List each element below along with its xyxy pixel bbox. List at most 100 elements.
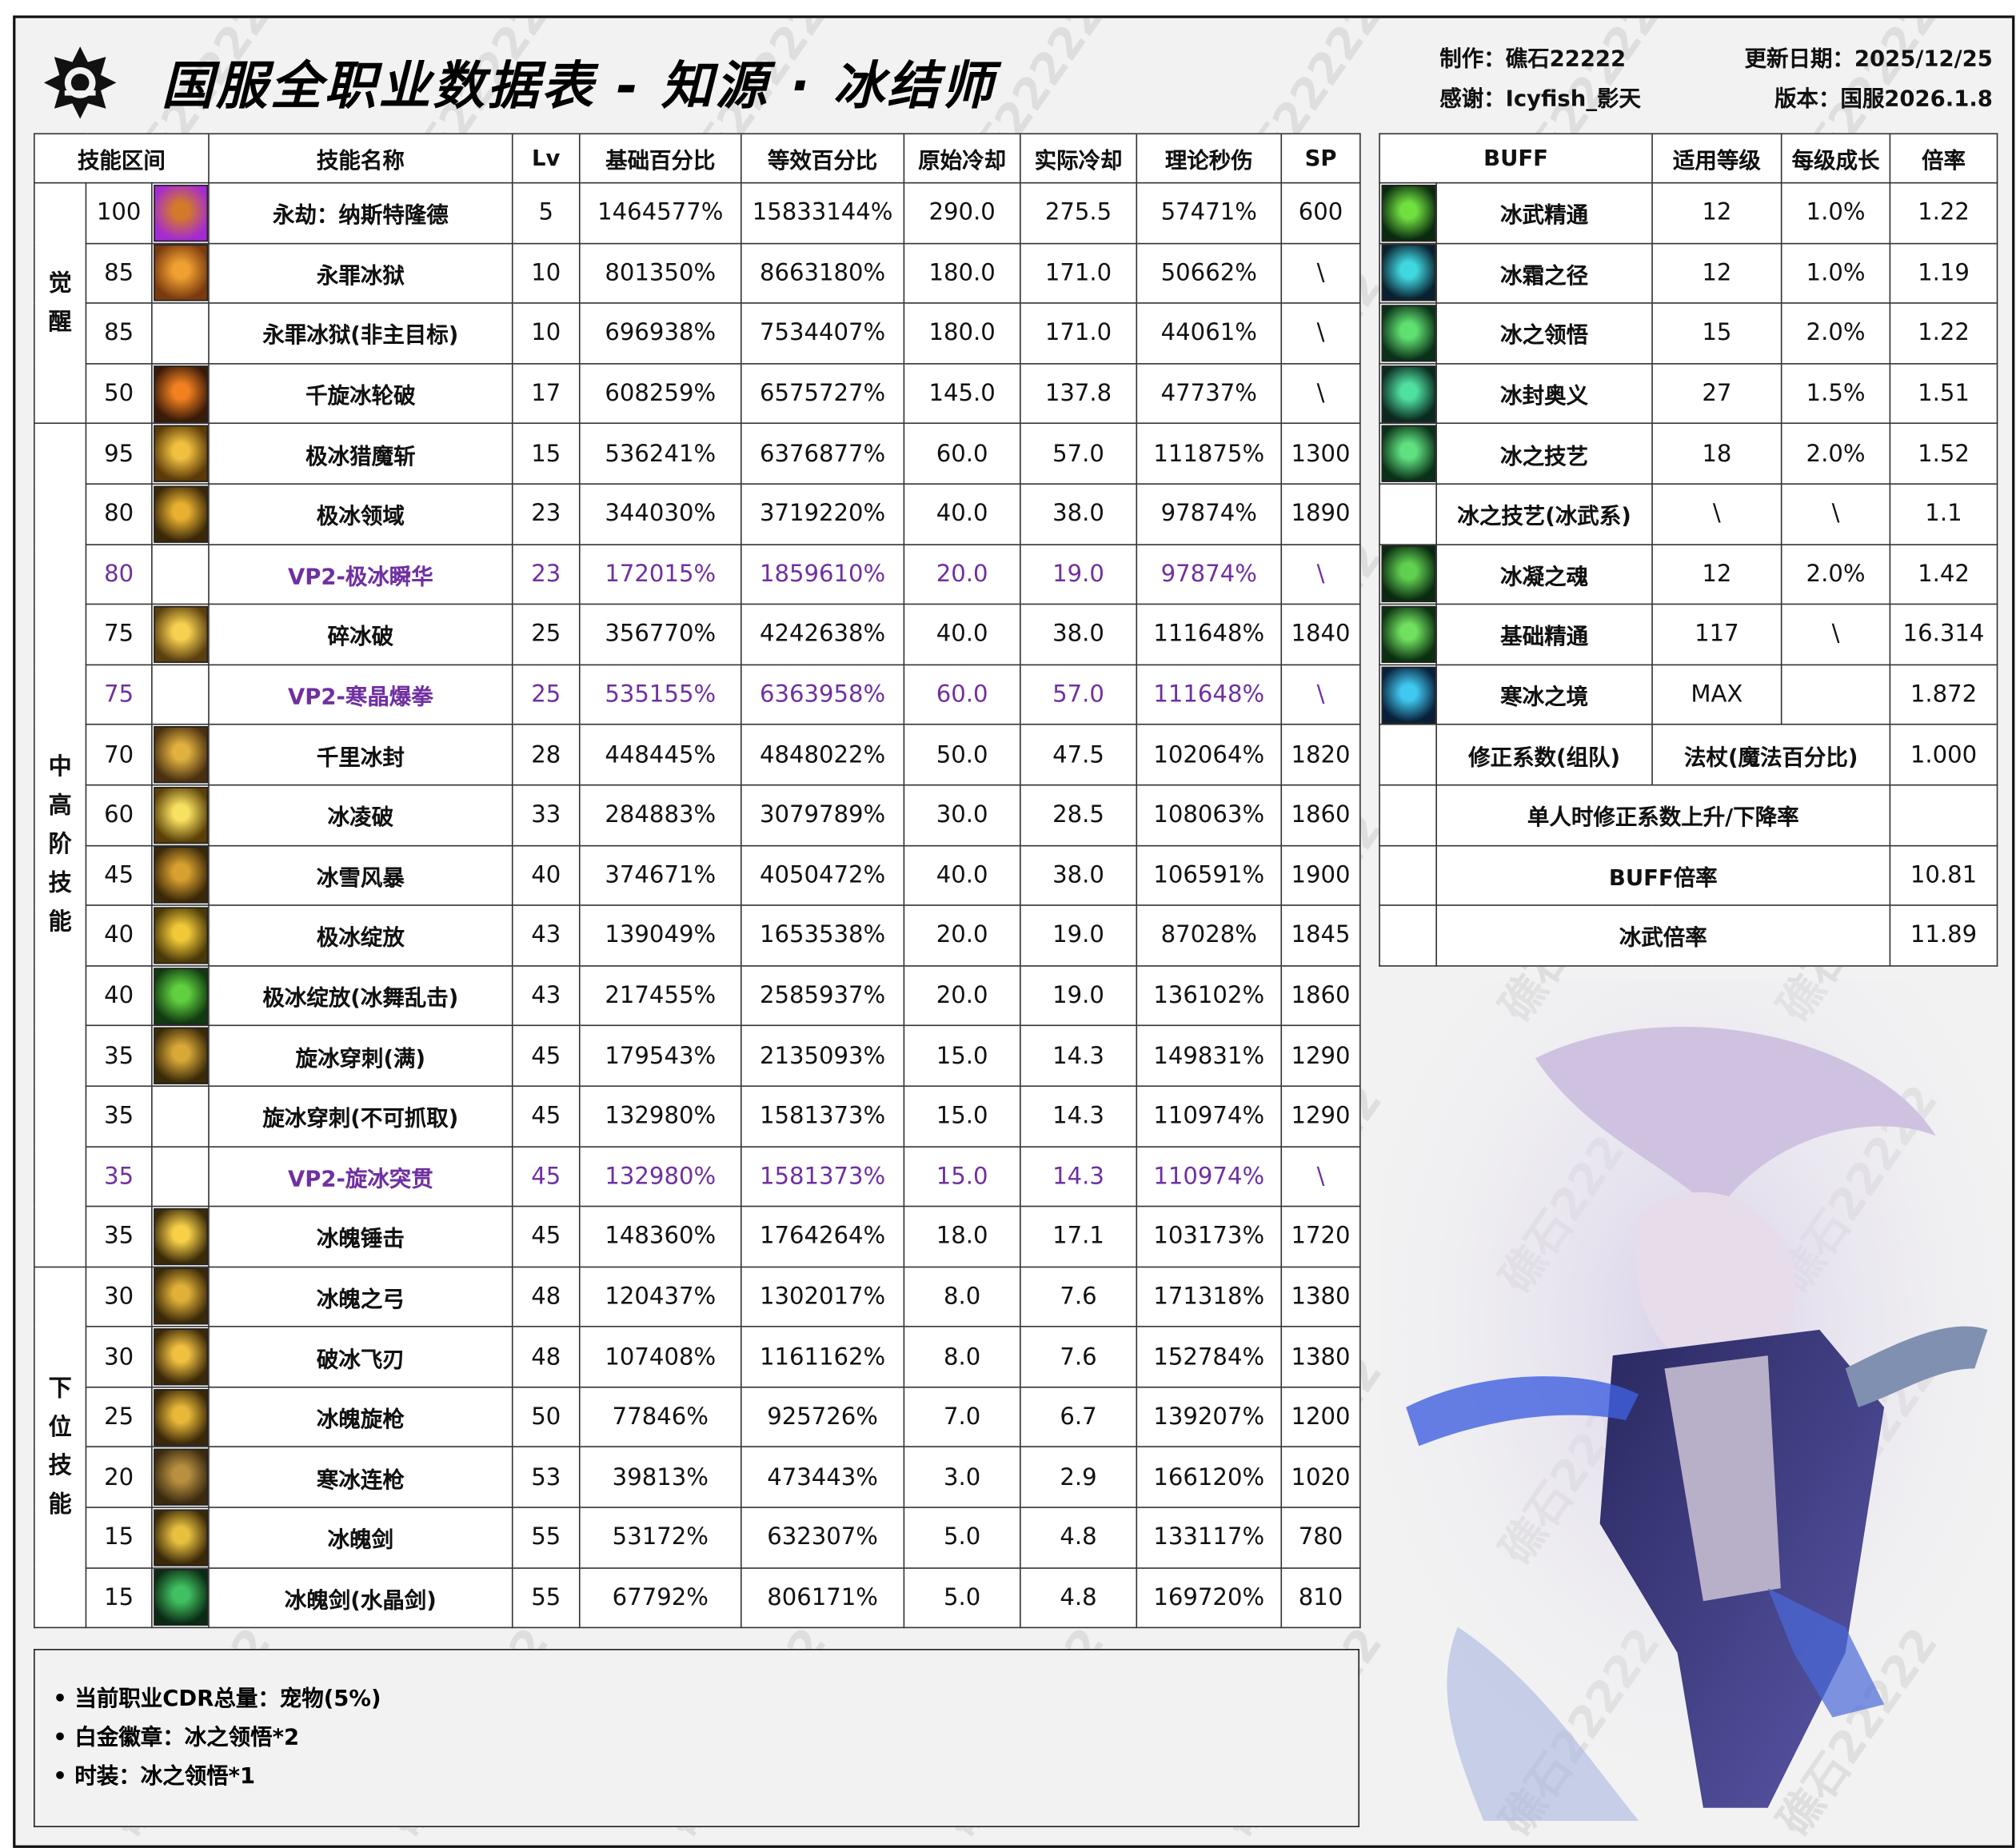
skill-cd: 5.0 — [903, 1507, 1021, 1569]
skill-icon-cell — [151, 1567, 210, 1629]
skill-row: 45 冰雪风暴 40 374671% 4050472% 40.0 38.0 106591% 19… — [34, 844, 1361, 907]
buff-row: 冰之技艺(冰武系) \ \ 1.1 — [1379, 483, 1998, 545]
skill-icon-cell — [151, 664, 210, 726]
solo-value — [1889, 784, 1998, 846]
buff-level: \ — [1651, 483, 1782, 545]
header-sp: SP — [1280, 133, 1361, 184]
skill-name: 永劫：纳斯特隆德 — [208, 182, 513, 244]
skill-level: 45 — [85, 844, 153, 907]
skill-icon-cell — [151, 1025, 210, 1087]
skill-level: 30 — [85, 1326, 153, 1388]
buff-name: 冰霜之径 — [1435, 242, 1653, 305]
skill-level: 80 — [85, 483, 153, 545]
header-skill-range: 技能区间 — [34, 133, 210, 184]
buff-growth: \ — [1780, 603, 1891, 665]
buff-name: 冰封奥义 — [1435, 362, 1653, 425]
skill-dps: 111875% — [1136, 423, 1283, 485]
skill-cd: 8.0 — [903, 1266, 1021, 1328]
buff-row: 寒冰之境 MAX 1.872 — [1379, 664, 1998, 726]
skill-cd: 180.0 — [903, 242, 1021, 305]
skill-level: 30 — [85, 1266, 153, 1328]
note-badge: • 白金徽章：冰之领悟*2 — [53, 1725, 300, 1751]
skill-lv: 45 — [511, 1145, 581, 1207]
skill-dps: 166120% — [1136, 1447, 1283, 1508]
skill-level: 35 — [85, 1085, 153, 1148]
skill-name: 冰魄旋枪 — [208, 1386, 513, 1448]
buff-name: 冰凝之魂 — [1435, 543, 1653, 605]
note-cdr: • 当前职业CDR总量：宠物(5%) — [53, 1686, 381, 1713]
skill-icon — [153, 365, 208, 422]
skill-icon-cell — [151, 242, 210, 305]
skill-row: 15 冰魄剑(水晶剑) 55 67792% 806171% 5.0 4.8 169720% 81… — [34, 1567, 1361, 1629]
buff-icon — [1380, 666, 1435, 724]
skill-sp: 1820 — [1280, 724, 1361, 786]
skill-icon-cell — [151, 603, 210, 665]
update-date: 更新日期：2025/12/25 — [1744, 46, 1993, 73]
version: 版本：国服2026.1.8 — [1774, 86, 1993, 113]
buff-name: 冰之领悟 — [1435, 302, 1653, 365]
skill-icon — [153, 485, 208, 543]
correction-row: 修正系数(组队) 法杖(魔法百分比) 1.000 — [1379, 724, 1998, 786]
skill-cd: 40.0 — [903, 483, 1021, 545]
skill-icon — [153, 1328, 208, 1386]
skill-cd: 60.0 — [903, 664, 1021, 726]
skill-level: 85 — [85, 242, 153, 305]
buff-growth: 2.0% — [1780, 423, 1891, 485]
buff-level: MAX — [1651, 664, 1782, 726]
skill-dps: 57471% — [1136, 182, 1283, 244]
buff-growth: \ — [1780, 483, 1891, 545]
buff-growth: 1.5% — [1780, 362, 1891, 425]
skill-sp: 1290 — [1280, 1085, 1361, 1148]
buff-rate: 1.42 — [1889, 543, 1998, 605]
header-equiv-percent: 等效百分比 — [740, 133, 905, 184]
skill-base: 344030% — [578, 483, 742, 545]
skill-base: 448445% — [578, 724, 742, 786]
skill-icon-cell — [151, 1205, 210, 1267]
buff-icon-cell — [1379, 483, 1437, 545]
buff-row: 冰封奥义 27 1.5% 1.51 — [1379, 362, 1998, 425]
skill-name: 冰魄锤击 — [208, 1205, 513, 1267]
skill-sp: 1290 — [1280, 1025, 1361, 1087]
buff-icon-cell — [1379, 362, 1437, 425]
buff-row: 冰之领悟 15 2.0% 1.22 — [1379, 302, 1998, 365]
skill-equiv: 473443% — [740, 1447, 905, 1508]
buff-icon — [1380, 245, 1435, 302]
skill-name: 永罪冰狱 — [208, 242, 513, 305]
buff-level: 117 — [1651, 603, 1782, 665]
buff-rate: 1.19 — [1889, 242, 1998, 305]
buff-row: 冰武精通 12 1.0% 1.22 — [1379, 182, 1998, 244]
skill-name: 冰魄剑(水晶剑) — [208, 1567, 513, 1629]
skill-equiv: 6575727% — [740, 362, 905, 425]
skill-equiv: 632307% — [740, 1507, 905, 1569]
skill-sp: 1380 — [1280, 1326, 1361, 1388]
skill-base: 374671% — [578, 844, 742, 907]
skill-icon-cell — [151, 844, 210, 907]
skill-cd: 40.0 — [903, 603, 1021, 665]
skill-real-cd: 57.0 — [1020, 664, 1138, 726]
skill-lv: 10 — [511, 302, 581, 365]
weapon-rate-label: 冰武倍率 — [1435, 904, 1891, 967]
skill-base: 67792% — [578, 1567, 742, 1629]
skill-name: 千旋冰轮破 — [208, 362, 513, 425]
skill-lv: 45 — [511, 1025, 581, 1087]
skill-real-cd: 19.0 — [1020, 904, 1138, 967]
skill-real-cd: 47.5 — [1020, 724, 1138, 786]
skill-table: 技能区间 技能名称 Lv 基础百分比 等效百分比 原始冷却 实际冷却 理论秒伤 SP 觉醒 100… — [34, 133, 1361, 1629]
skill-icon-cell — [151, 302, 210, 365]
skill-cd: 290.0 — [903, 182, 1021, 244]
buff-name: 冰武精通 — [1435, 182, 1653, 244]
skill-equiv: 4050472% — [740, 844, 905, 907]
skill-level: 50 — [85, 362, 153, 425]
skill-icon-cell — [151, 543, 210, 605]
skill-row: 15 冰魄剑 55 53172% 632307% 5.0 4.8 133117% 780 — [34, 1507, 1361, 1569]
skill-base: 179543% — [578, 1025, 742, 1087]
skill-row: 85 永罪冰狱(非主目标) 10 696938% 7534407% 180.0 171.0 4… — [34, 302, 1361, 365]
skill-lv: 45 — [511, 1085, 581, 1148]
skill-name: 永罪冰狱(非主目标) — [208, 302, 513, 365]
skill-lv: 23 — [511, 483, 581, 545]
thanks-credit: 感谢：Icyfish_影天 — [1439, 86, 1642, 113]
solo-label: 单人时修正系数上升/下降率 — [1435, 784, 1891, 846]
skill-icon-cell — [151, 1085, 210, 1148]
skill-cd: 180.0 — [903, 302, 1021, 365]
skill-base: 172015% — [578, 543, 742, 605]
